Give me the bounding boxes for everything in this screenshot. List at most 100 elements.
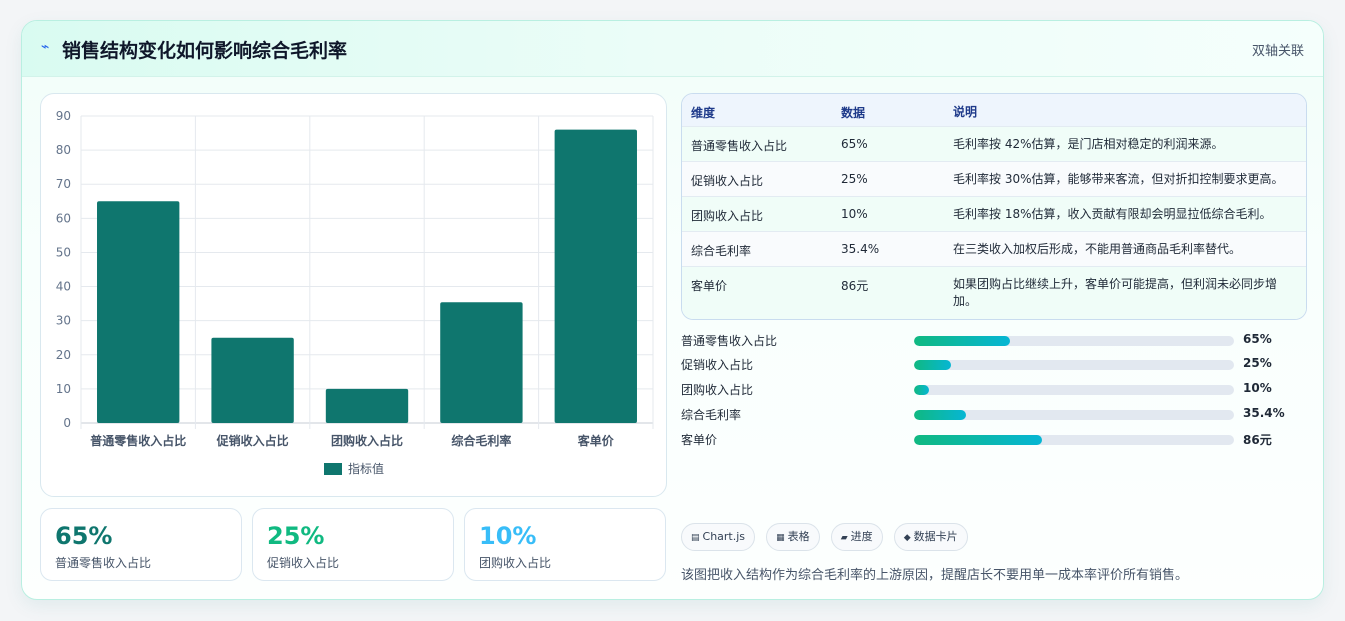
table-cell: 在三类收入加权后形成，不能用普通商品毛利率替代。: [953, 242, 1242, 256]
progress-label: 普通零售收入占比: [681, 334, 778, 348]
main-card: ⌁ 销售结构变化如何影响综合毛利率 双轴关联 0 10 20 30 40 50 60 70 80…: [21, 20, 1324, 600]
bar: [211, 337, 294, 423]
y-tick-label: 30: [56, 314, 71, 328]
chip-label: 进度: [850, 530, 873, 543]
progress-value: 86元: [1243, 433, 1272, 447]
table-cell: 普通零售收入占比: [691, 139, 788, 153]
progress-row: 促销收入占比 25%: [681, 356, 1301, 372]
data-table: 维度 数据 说明 普通零售收入占比 65% 毛利率按 42%估算，是门店相对稳定…: [681, 93, 1307, 320]
x-tick-label: 团购收入占比: [331, 433, 403, 448]
lightning-icon: ⌁: [41, 39, 50, 55]
table-cell: 综合毛利率: [691, 244, 752, 258]
table-cell: 毛利率按 18%估算，收入贡献有限却会明显拉低综合毛利。: [953, 207, 1272, 221]
table-cell: 65%: [841, 137, 868, 151]
y-tick-label: 50: [56, 245, 71, 259]
chip-data-card[interactable]: ◆ 数据卡片: [893, 523, 968, 551]
progress-fill: [914, 435, 1042, 445]
kpi-value: 25%: [267, 522, 325, 550]
kpi-value: 65%: [55, 522, 113, 550]
chip-label: Chart.js: [702, 530, 746, 543]
kpi-card-group: 10% 团购收入占比: [464, 508, 666, 581]
bar-chart: 0 10 20 30 40 50 60 70 80 90 普通零售收入占比 促销收入占比 团购收入占比 综…: [56, 109, 654, 448]
y-tick-label: 0: [63, 416, 71, 430]
table-row: 促销收入占比 25% 毛利率按 30%估算，能够带来客流，但对折扣控制要求更高。: [682, 162, 1306, 197]
y-tick-label: 90: [56, 109, 71, 123]
table-cell: 团购收入占比: [691, 209, 764, 223]
page-title: 销售结构变化如何影响综合毛利率: [62, 40, 348, 62]
progress-row: 综合毛利率 35.4%: [681, 406, 1301, 422]
table-cell: 25%: [841, 172, 868, 186]
progress-fill: [914, 360, 951, 370]
x-tick-label: 客单价: [577, 433, 615, 448]
table-row: 综合毛利率 35.4% 在三类收入加权后形成，不能用普通商品毛利率替代。: [682, 232, 1306, 267]
x-tick-label: 普通零售收入占比: [90, 433, 186, 448]
chip-label: 数据卡片: [913, 530, 958, 543]
table-cell: 客单价: [691, 279, 728, 293]
progress-label: 综合毛利率: [681, 408, 742, 422]
progress-track: [914, 385, 1234, 395]
table-row: 客单价 86元 如果团购占比继续上升，客单价可能提高，但利润未必同步增加。: [682, 267, 1306, 319]
bar-chart-panel: 0 10 20 30 40 50 60 70 80 90 普通零售收入占比 促销收入占比 团购收入占比 综…: [40, 93, 667, 497]
kpi-label: 促销收入占比: [267, 556, 340, 570]
kpi-card-retail: 65% 普通零售收入占比: [40, 508, 242, 581]
y-tick-label: 10: [56, 382, 71, 396]
table-cell: 毛利率按 30%估算，能够带来客流，但对折扣控制要求更高。: [953, 172, 1284, 186]
kpi-label: 普通零售收入占比: [55, 556, 152, 570]
table-header-row: 维度 数据 说明: [682, 94, 1306, 127]
y-tick-label: 40: [56, 280, 71, 294]
progress-label: 团购收入占比: [681, 383, 754, 397]
table-header-cell: 数据: [841, 106, 866, 120]
legend-swatch: [324, 462, 342, 475]
progress-row: 普通零售收入占比 65%: [681, 332, 1301, 348]
chip-label: 表格: [787, 530, 810, 543]
chart-legend[interactable]: 指标值: [324, 460, 384, 476]
chip-group: ▤ Chart.js ▦ 表格 ▰ 进度 ◆ 数据卡片: [681, 523, 974, 551]
table-row: 团购收入占比 10% 毛利率按 18%估算，收入贡献有限却会明显拉低综合毛利。: [682, 197, 1306, 232]
table-header-cell: 维度: [691, 106, 716, 120]
x-tick-label: 促销收入占比: [216, 433, 289, 448]
progress-label: 促销收入占比: [681, 358, 754, 372]
progress-track: [914, 435, 1234, 445]
kpi-label: 团购收入占比: [479, 556, 552, 570]
progress-icon: ▰: [840, 533, 848, 543]
bar: [97, 201, 180, 423]
legend-label: 指标值: [348, 462, 385, 476]
progress-label: 客单价: [681, 433, 718, 447]
table-cell: 10%: [841, 207, 868, 221]
y-tick-label: 80: [56, 143, 71, 157]
bar: [325, 388, 409, 423]
table-row: 普通零售收入占比 65% 毛利率按 42%估算，是门店相对稳定的利润来源。: [682, 127, 1306, 162]
header-tag: 双轴关联: [1251, 44, 1304, 59]
chip-chartjs[interactable]: ▤ Chart.js: [681, 523, 756, 551]
progress-value: 25%: [1243, 356, 1272, 370]
kpi-value: 10%: [479, 522, 537, 550]
progress-value: 35.4%: [1243, 406, 1285, 420]
y-tick-label: 70: [56, 177, 71, 191]
progress-track: [914, 360, 1234, 370]
bar: [440, 302, 523, 423]
card-icon: ◆: [903, 533, 911, 543]
progress-fill: [914, 410, 967, 420]
table-cell: 促销收入占比: [691, 174, 764, 188]
table-cell: 毛利率按 42%估算，是门店相对稳定的利润来源。: [953, 137, 1224, 151]
bar: [554, 129, 637, 423]
progress-row: 客单价 86元: [681, 431, 1301, 447]
table-icon: ▦: [776, 533, 785, 543]
progress-fill: [914, 385, 929, 395]
x-tick-label: 综合毛利率: [451, 433, 511, 448]
kpi-card-promo: 25% 促销收入占比: [252, 508, 454, 581]
y-tick-label: 60: [56, 211, 71, 225]
progress-value: 65%: [1243, 332, 1272, 346]
y-tick-label: 20: [56, 348, 71, 362]
progress-value: 10%: [1243, 381, 1272, 395]
table-cell: 35.4%: [841, 242, 880, 256]
chip-progress[interactable]: ▰ 进度: [830, 523, 883, 551]
progress-track: [914, 410, 1234, 420]
table-cell: 如果团购占比继续上升，客单价可能提高，但利润未必同步增加。: [953, 277, 1278, 308]
chip-table[interactable]: ▦ 表格: [766, 523, 820, 551]
footnote: 该图把收入结构作为综合毛利率的上游原因，提醒店长不要用单一成本率评价所有销售。: [681, 568, 1189, 583]
progress-fill: [914, 336, 1010, 346]
table-cell: 86元: [841, 279, 869, 293]
progress-track: [914, 336, 1234, 346]
progress-row: 团购收入占比 10%: [681, 381, 1301, 397]
